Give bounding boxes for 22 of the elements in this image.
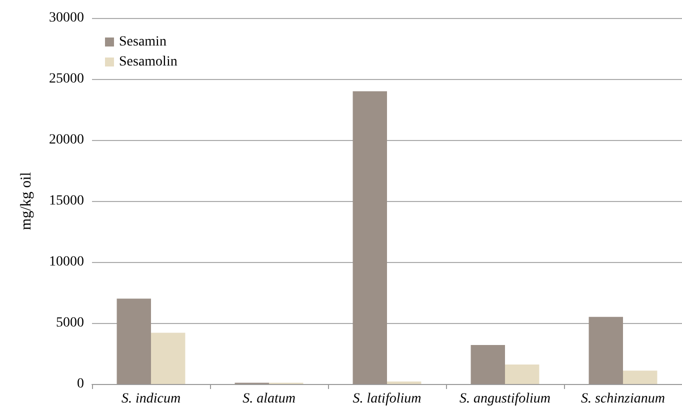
bar: [151, 332, 186, 384]
x-tick-label: S. indicum: [121, 392, 181, 406]
bar: [470, 344, 505, 384]
bar: [505, 364, 540, 384]
y-tick-label: 0: [77, 376, 84, 392]
bar: [623, 370, 658, 384]
y-tick-label: 15000: [49, 194, 84, 208]
legend-label: Sesamolin: [119, 54, 178, 70]
y-tick-label: 10000: [49, 254, 84, 270]
bar: [116, 298, 151, 384]
bar: [352, 91, 387, 384]
y-tick-label: 30000: [49, 10, 84, 26]
y-tick-label: 5000: [56, 316, 84, 330]
x-tick-label: S. angustifolium: [459, 392, 551, 406]
x-tick-label: S. latifolium: [352, 392, 422, 406]
legend-label: Sesamin: [119, 34, 166, 50]
bar: [588, 316, 623, 384]
y-tick-label: 25000: [49, 72, 84, 86]
x-tick-label: S. schinzianum: [581, 392, 665, 406]
y-tick-label: 20000: [49, 132, 84, 148]
y-axis-title: mg/kg oil: [18, 172, 34, 230]
x-tick-label: S. alatum: [242, 392, 296, 406]
